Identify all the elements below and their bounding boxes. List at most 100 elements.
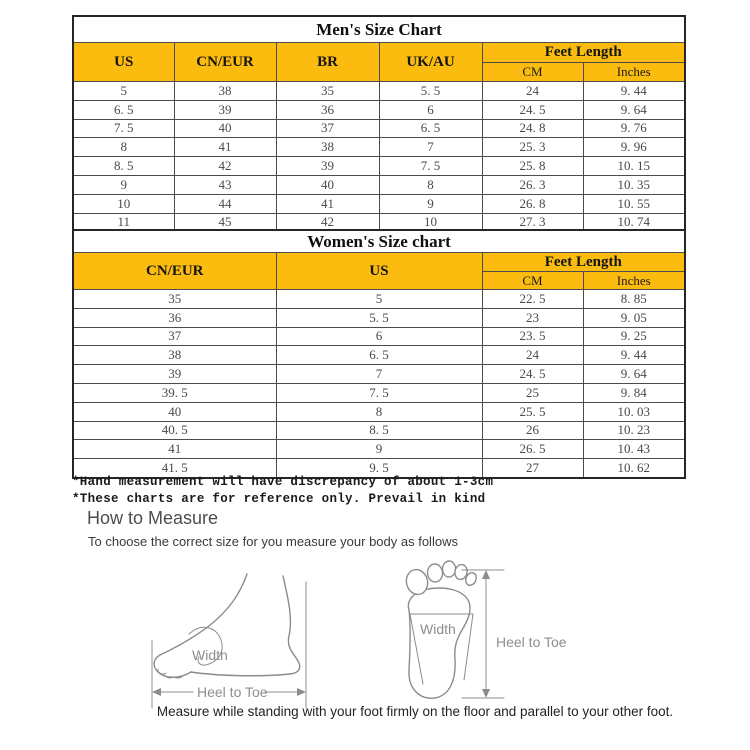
table-cell: 9. 44 — [582, 81, 686, 101]
table-subheader-row: CM Inches — [73, 271, 686, 290]
column-header-us: US — [72, 42, 175, 82]
table-head: Men's Size Chart US CN/EUR BR UK/AU Feet… — [72, 15, 686, 82]
table-head: Women's Size chart CN/EUR US Feet Length… — [72, 229, 686, 290]
table-cell: 25. 5 — [481, 401, 584, 422]
table-cell: 42 — [173, 156, 277, 176]
table-cell: 8. 85 — [582, 289, 686, 309]
reference-notes: *Hand measurement will have discrepancy … — [72, 474, 493, 507]
footprint-outline — [407, 587, 471, 699]
table-cell: 43 — [173, 174, 277, 195]
column-header-us: US — [275, 252, 483, 290]
table-cell: 10. 35 — [582, 174, 686, 195]
heel-to-toe-label: Heel to Toe — [197, 684, 268, 700]
table-row: 8. 5 42 39 7. 5 25. 8 10. 15 — [72, 156, 686, 176]
table-cell: 9. 5 — [275, 458, 483, 479]
table-cell: 8. 5 — [72, 156, 175, 176]
foot-toes — [153, 654, 192, 678]
mens-size-table: Men's Size Chart US CN/EUR BR UK/AU Feet… — [72, 15, 686, 234]
table-cell: 5. 5 — [275, 307, 483, 328]
table-row: 10 44 41 9 26. 8 10. 55 — [72, 193, 686, 214]
table-cell: 9 — [72, 174, 175, 195]
table-cell: 6. 5 — [275, 345, 483, 366]
table-title-row: Women's Size chart — [72, 229, 686, 253]
table-cell: 5 — [275, 289, 483, 309]
table-cell: 25. 8 — [481, 156, 584, 176]
table-cell: 25. 3 — [481, 137, 584, 158]
toe — [441, 560, 457, 578]
column-header-cm: CM — [481, 62, 584, 82]
toe — [454, 563, 468, 581]
table-cell: 24. 5 — [481, 364, 584, 384]
table-row: 39 7 24. 5 9. 64 — [72, 364, 686, 384]
table-cell: 24 — [481, 81, 584, 101]
table-cell: 37 — [275, 118, 380, 139]
column-header-cn-eur: CN/EUR — [173, 42, 277, 82]
table-cell: 36 — [72, 307, 277, 328]
table-row: 40 8 25. 5 10. 03 — [72, 401, 686, 422]
table-row: 35 5 22. 5 8. 85 — [72, 289, 686, 309]
note-line: *Hand measurement will have discrepancy … — [72, 475, 494, 489]
table-cell: 7. 5 — [378, 156, 483, 176]
table-row: 5 38 35 5. 5 24 9. 44 — [72, 81, 686, 101]
arrow-up-icon — [482, 570, 490, 579]
foot-toe-lines — [157, 668, 183, 679]
table-cell: 7. 5 — [275, 382, 483, 403]
table-cell: 10. 62 — [582, 458, 686, 479]
table-cell: 24. 5 — [481, 99, 584, 120]
table-cell: 24. 8 — [481, 118, 584, 139]
table-cell: 22. 5 — [481, 289, 584, 309]
column-header-feet-length: Feet Length — [481, 42, 686, 63]
mens-table-title: Men's Size Chart — [72, 15, 686, 43]
table-cell: 9. 84 — [582, 382, 686, 403]
table-cell: 38 — [72, 345, 277, 366]
table-cell: 7 — [378, 137, 483, 158]
table-cell: 9. 76 — [582, 118, 686, 139]
table-row: 38 6. 5 24 9. 44 — [72, 345, 686, 366]
foot-outline — [190, 575, 301, 677]
arrow-right-icon — [297, 688, 306, 696]
table-cell: 41 — [275, 193, 380, 214]
table-cell: 9. 05 — [582, 307, 686, 328]
table-cell: 41. 5 — [72, 458, 277, 479]
table-row: 40. 5 8. 5 26 10. 23 — [72, 420, 686, 441]
width-label: Width — [420, 621, 456, 637]
table-cell: 6 — [378, 99, 483, 120]
womens-size-table: Women's Size chart CN/EUR US Feet Length… — [72, 229, 687, 479]
table-cell: 40 — [275, 174, 380, 195]
table-row: 39. 5 7. 5 25 9. 84 — [72, 382, 686, 403]
table-cell: 7 — [275, 364, 483, 384]
table-cell: 41 — [173, 137, 277, 158]
table-cell: 26. 8 — [481, 193, 584, 214]
table-cell: 24 — [481, 345, 584, 366]
table-cell: 9 — [275, 439, 483, 460]
heel-to-toe-label: Heel to Toe — [496, 634, 567, 650]
table-cell: 26. 3 — [481, 174, 584, 195]
table-cell: 44 — [173, 193, 277, 214]
column-header-feet-length: Feet Length — [481, 252, 686, 272]
column-header-inches: Inches — [582, 62, 686, 82]
how-to-measure-title: How to Measure — [87, 508, 219, 528]
toe — [465, 572, 477, 586]
table-cell: 7. 5 — [72, 118, 175, 139]
table-row: 8 41 38 7 25. 3 9. 96 — [72, 137, 686, 158]
toe — [426, 563, 444, 583]
table-cell: 10. 03 — [582, 401, 686, 422]
table-subheader-row: CM Inches — [73, 62, 686, 82]
note-line: *These charts are for reference only. Pr… — [72, 491, 486, 506]
table-cell: 6. 5 — [378, 118, 483, 139]
table-cell: 8 — [72, 137, 175, 158]
column-header-cn-eur: CN/EUR — [72, 252, 277, 290]
table-cell: 40. 5 — [72, 420, 277, 441]
measure-caption: Measure while standing with your foot fi… — [156, 704, 674, 719]
table-row: 37 6 23. 5 9. 25 — [72, 326, 686, 347]
how-to-measure-subtitle: To choose the correct size for you measu… — [88, 534, 458, 549]
table-cell: 9. 64 — [582, 364, 686, 384]
table-cell: 37 — [72, 326, 277, 347]
table-title-row: Men's Size Chart — [72, 15, 686, 43]
table-cell: 9 — [378, 193, 483, 214]
table-cell: 23 — [481, 307, 584, 328]
table-cell: 5. 5 — [378, 81, 483, 101]
column-header-inches: Inches — [582, 271, 686, 290]
